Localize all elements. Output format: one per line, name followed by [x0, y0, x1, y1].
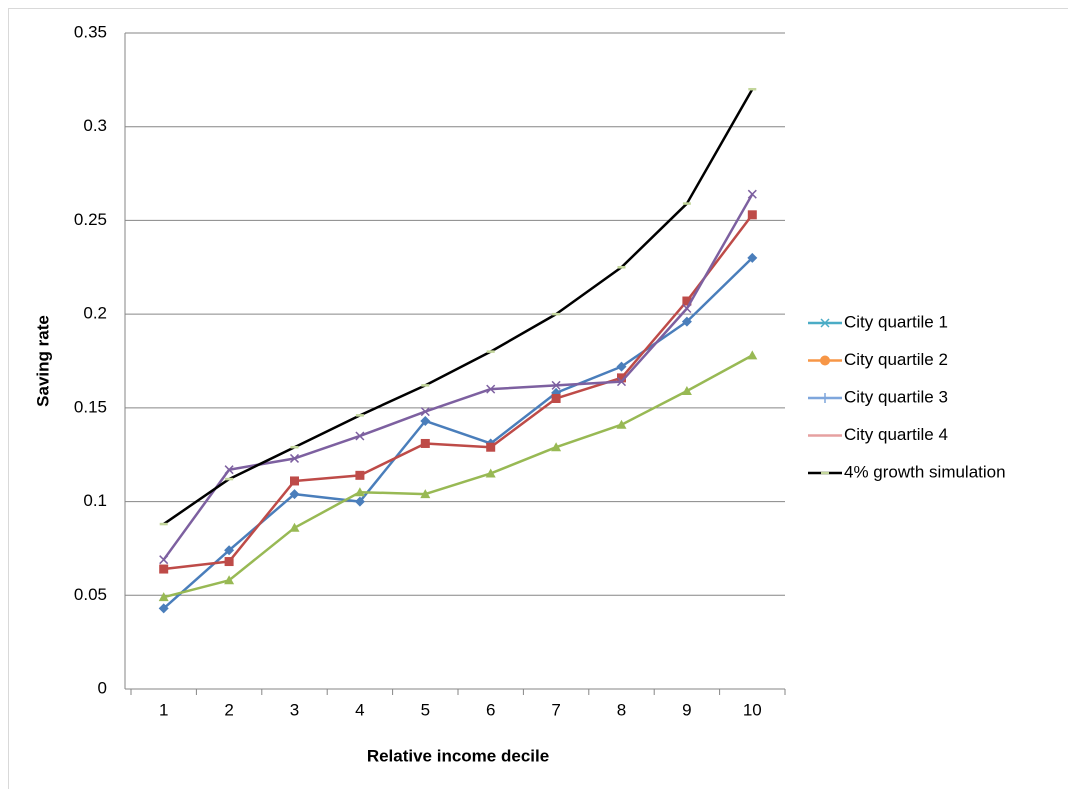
- series-line: [163, 354, 753, 599]
- data-point: [551, 442, 562, 452]
- data-point: [551, 393, 561, 403]
- y-tick-label: 0: [98, 678, 107, 697]
- y-tick-label: 0.15: [74, 397, 107, 416]
- series-line: [163, 214, 754, 571]
- data-point: [681, 316, 692, 327]
- chart-border: [8, 8, 1068, 789]
- data-point: [224, 575, 235, 585]
- data-point: [485, 468, 496, 478]
- y-tick-label: 0.2: [83, 304, 107, 323]
- data-point: [289, 489, 300, 500]
- data-point: [224, 545, 235, 556]
- data-point: [682, 296, 692, 306]
- data-point: [354, 496, 365, 507]
- series-line: [162, 193, 754, 561]
- legend-label: City quartile 1: [844, 312, 948, 331]
- data-point: [420, 489, 431, 499]
- data-point: [355, 431, 365, 441]
- data-point: [747, 210, 757, 220]
- data-point: [420, 415, 431, 426]
- x-tick-label: 9: [682, 700, 691, 719]
- x-tick-label: 7: [551, 700, 560, 719]
- x-tick-label: 3: [290, 700, 299, 719]
- data-point: [747, 350, 758, 360]
- data-point: [747, 252, 758, 263]
- y-tick-label: 0.25: [74, 210, 107, 229]
- data-point: [616, 361, 627, 372]
- data-point: [158, 592, 169, 602]
- x-tick-label: 6: [486, 700, 495, 719]
- x-tick-label: 10: [743, 700, 762, 719]
- legend-label: 4% growth simulation: [844, 462, 1006, 481]
- data-point: [355, 470, 365, 480]
- data-point: [158, 603, 169, 614]
- data-point: [681, 385, 692, 395]
- legend-marker: [820, 393, 830, 403]
- data-point: [159, 555, 169, 565]
- y-axis-label: Saving rate: [33, 315, 52, 407]
- data-point: [420, 407, 430, 417]
- data-point: [486, 442, 496, 452]
- legend-marker: [820, 318, 830, 328]
- data-point: [289, 453, 300, 463]
- data-point: [616, 377, 627, 387]
- x-tick-label: 1: [159, 700, 168, 719]
- data-point: [224, 465, 234, 475]
- series-line: [162, 257, 754, 610]
- x-axis-label: Relative income decile: [367, 746, 549, 765]
- data-point: [486, 384, 496, 394]
- x-tick-label: 4: [355, 700, 364, 719]
- data-point: [747, 189, 757, 199]
- x-tick-label: 5: [421, 700, 430, 719]
- data-point: [289, 522, 300, 532]
- legend-label: City quartile 4: [844, 425, 948, 444]
- y-tick-label: 0.3: [83, 116, 107, 135]
- data-point: [617, 373, 626, 383]
- y-tick-label: 0.05: [74, 585, 107, 604]
- data-point: [420, 438, 430, 448]
- data-point: [290, 476, 299, 486]
- data-point: [616, 419, 627, 429]
- series-line: [162, 88, 754, 526]
- data-point: [682, 303, 692, 314]
- data-point: [224, 557, 234, 567]
- y-tick-label: 0.1: [83, 491, 107, 510]
- legend-label: City quartile 3: [844, 387, 948, 406]
- legend-label: City quartile 2: [844, 350, 948, 369]
- legend-marker: [820, 355, 830, 366]
- x-tick-label: 8: [617, 700, 626, 719]
- data-point: [354, 487, 365, 497]
- data-point: [551, 380, 561, 390]
- y-tick-label: 0.35: [74, 22, 107, 41]
- x-tick-label: 2: [224, 700, 233, 719]
- data-point: [159, 564, 169, 574]
